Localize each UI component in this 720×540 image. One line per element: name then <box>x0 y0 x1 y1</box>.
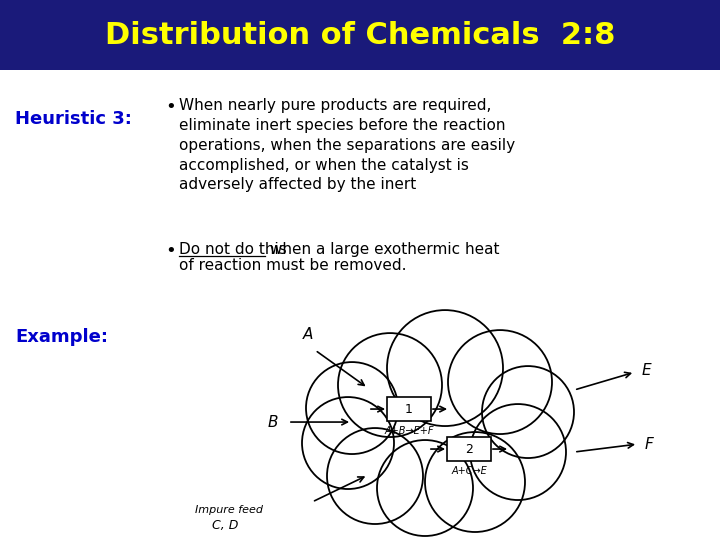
Text: E: E <box>642 362 652 377</box>
Text: 2: 2 <box>465 443 473 456</box>
Circle shape <box>470 404 566 500</box>
Circle shape <box>448 330 552 434</box>
Text: A+C→E: A+C→E <box>451 466 487 476</box>
Text: A+B→E+F: A+B→E+F <box>384 426 433 436</box>
Circle shape <box>425 432 525 532</box>
Circle shape <box>387 310 503 426</box>
Text: of reaction must be removed.: of reaction must be removed. <box>179 258 407 273</box>
Circle shape <box>482 366 574 458</box>
Text: Distribution of Chemicals  2:8: Distribution of Chemicals 2:8 <box>105 21 615 50</box>
Circle shape <box>302 397 394 489</box>
Text: •: • <box>165 242 176 260</box>
Text: Impure feed: Impure feed <box>195 505 263 515</box>
FancyBboxPatch shape <box>0 0 720 70</box>
Text: A: A <box>303 327 313 342</box>
Text: C, D: C, D <box>212 519 238 532</box>
Text: •: • <box>165 98 176 116</box>
Text: Example:: Example: <box>15 328 108 346</box>
Circle shape <box>377 440 473 536</box>
Circle shape <box>327 428 423 524</box>
Circle shape <box>306 362 398 454</box>
Text: F: F <box>645 436 654 451</box>
Text: B: B <box>268 415 278 429</box>
Text: Do not do this: Do not do this <box>179 242 287 257</box>
Text: 1: 1 <box>405 402 413 416</box>
Text: when a large exothermic heat: when a large exothermic heat <box>265 242 500 257</box>
Circle shape <box>338 333 442 437</box>
Text: Heuristic 3:: Heuristic 3: <box>15 110 132 128</box>
Text: When nearly pure products are required,
eliminate inert species before the react: When nearly pure products are required, … <box>179 98 515 192</box>
FancyBboxPatch shape <box>447 437 491 461</box>
FancyBboxPatch shape <box>387 397 431 421</box>
